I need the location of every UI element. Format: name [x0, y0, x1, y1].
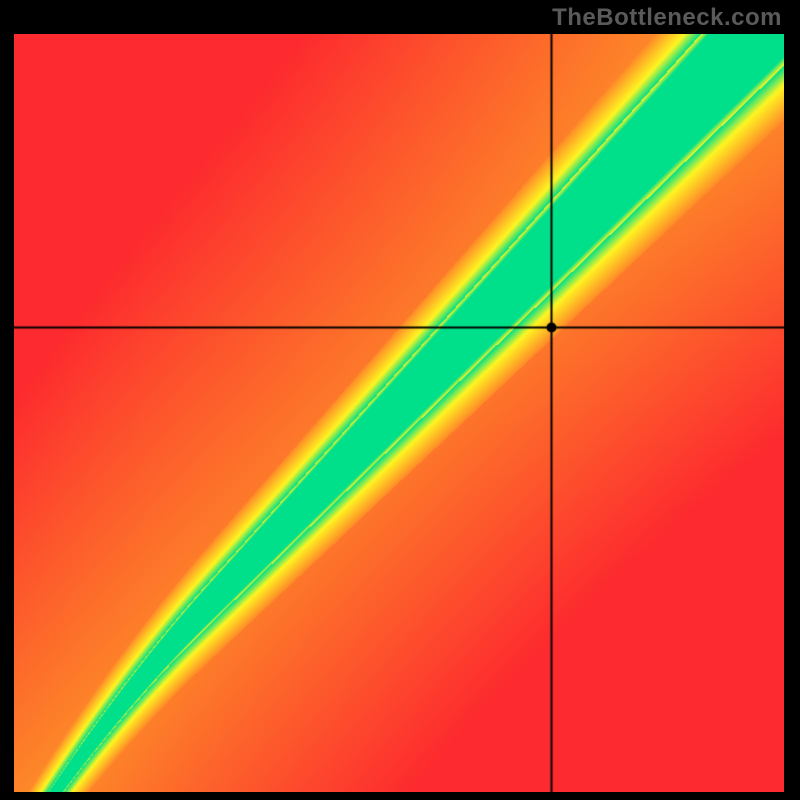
frame-right: [784, 0, 800, 800]
frame-left: [0, 0, 14, 800]
watermark-text: TheBottleneck.com: [552, 4, 782, 32]
chart-container: TheBottleneck.com: [0, 0, 800, 800]
crosshair-overlay: [14, 34, 784, 792]
frame-bottom: [0, 792, 800, 800]
